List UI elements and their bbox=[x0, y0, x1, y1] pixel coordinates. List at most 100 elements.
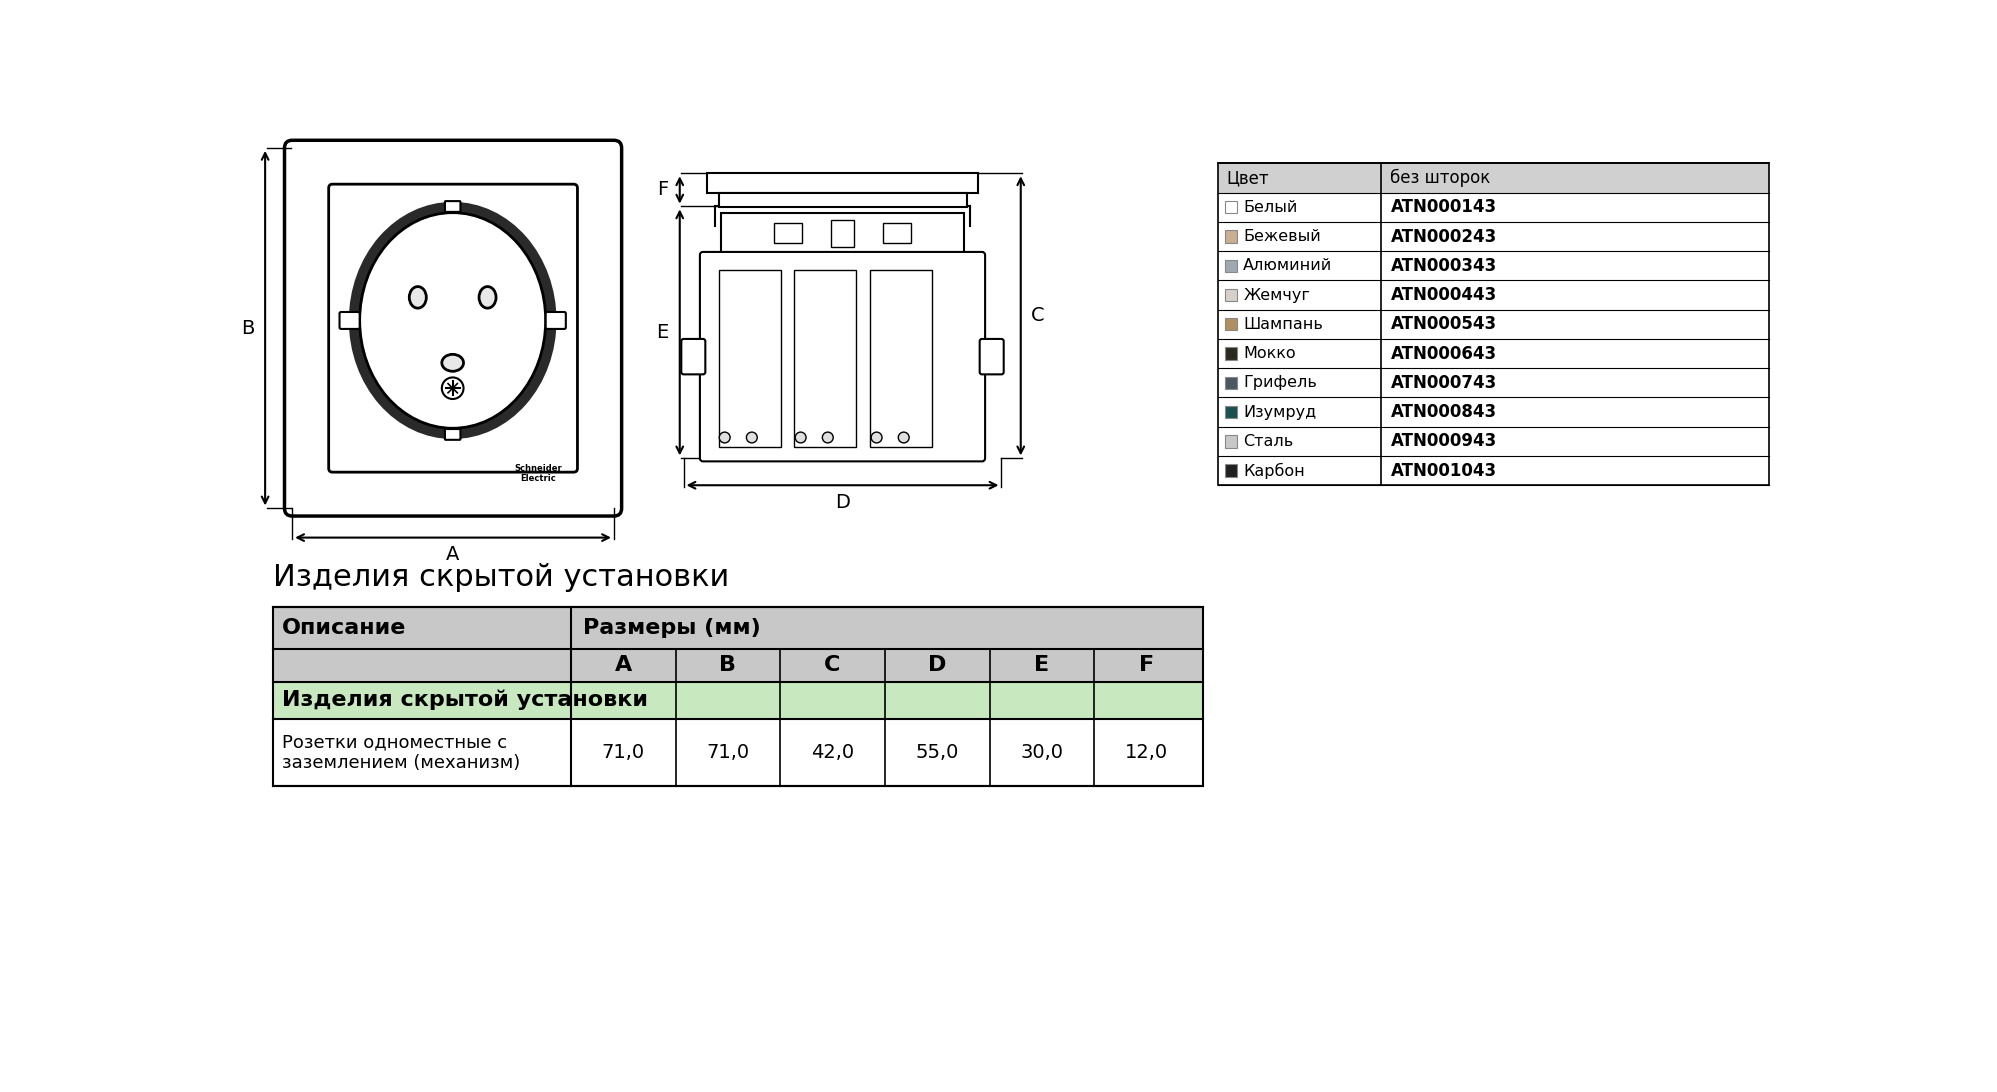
Ellipse shape bbox=[349, 202, 557, 439]
Text: Розетки одноместные с
заземлением (механизм): Розетки одноместные с заземлением (механ… bbox=[282, 733, 521, 772]
Ellipse shape bbox=[359, 213, 545, 428]
Bar bbox=[1224, 201, 1236, 213]
Bar bbox=[795, 271, 857, 447]
Bar bbox=[721, 213, 965, 256]
Text: E: E bbox=[657, 322, 669, 342]
Text: Цвет: Цвет bbox=[1226, 169, 1268, 187]
FancyBboxPatch shape bbox=[330, 185, 577, 472]
Bar bbox=[707, 174, 979, 192]
Bar bbox=[719, 271, 781, 447]
Bar bbox=[871, 271, 933, 447]
Bar bbox=[775, 224, 803, 242]
Text: ATN000243: ATN000243 bbox=[1390, 227, 1496, 246]
Bar bbox=[1218, 281, 1769, 310]
Text: ATN000943: ATN000943 bbox=[1390, 432, 1496, 450]
Bar bbox=[1218, 310, 1769, 339]
Bar bbox=[274, 607, 1202, 786]
FancyBboxPatch shape bbox=[681, 339, 705, 375]
Bar bbox=[274, 719, 1202, 786]
Circle shape bbox=[719, 432, 731, 443]
Text: ATN000643: ATN000643 bbox=[1390, 345, 1496, 363]
Bar bbox=[1224, 464, 1236, 477]
Text: C: C bbox=[1030, 307, 1044, 325]
Text: Бежевый: Бежевый bbox=[1244, 229, 1320, 244]
Text: Жемчуг: Жемчуг bbox=[1244, 287, 1310, 302]
Bar bbox=[1218, 339, 1769, 368]
Circle shape bbox=[871, 432, 883, 443]
Text: Карбон: Карбон bbox=[1244, 463, 1304, 478]
Circle shape bbox=[823, 432, 833, 443]
Text: C: C bbox=[825, 655, 841, 676]
Text: Описание: Описание bbox=[282, 618, 407, 638]
Text: Изделия скрытой установки: Изделия скрытой установки bbox=[274, 563, 729, 592]
Text: 12,0: 12,0 bbox=[1124, 743, 1168, 762]
Text: Размеры (мм): Размеры (мм) bbox=[583, 618, 761, 638]
Text: 71,0: 71,0 bbox=[601, 743, 645, 762]
Text: F: F bbox=[657, 180, 669, 199]
FancyBboxPatch shape bbox=[284, 140, 621, 517]
Circle shape bbox=[747, 432, 757, 443]
Bar bbox=[1224, 230, 1236, 242]
Bar bbox=[1224, 347, 1236, 359]
Bar bbox=[1218, 427, 1769, 456]
Bar bbox=[1224, 260, 1236, 272]
Bar bbox=[719, 192, 967, 206]
Text: A: A bbox=[445, 545, 459, 565]
Text: без шторок: без шторок bbox=[1390, 169, 1490, 187]
Bar bbox=[831, 221, 855, 247]
Bar bbox=[1218, 222, 1769, 251]
Bar bbox=[1224, 318, 1236, 331]
Bar bbox=[1218, 164, 1769, 485]
Ellipse shape bbox=[441, 354, 463, 371]
Bar bbox=[274, 681, 1202, 719]
Text: Изумруд: Изумруд bbox=[1244, 405, 1316, 419]
Bar bbox=[1224, 289, 1236, 301]
Text: D: D bbox=[835, 492, 851, 512]
Bar bbox=[1218, 456, 1769, 485]
Text: 55,0: 55,0 bbox=[915, 743, 959, 762]
FancyBboxPatch shape bbox=[545, 312, 565, 329]
Text: ATN000843: ATN000843 bbox=[1390, 403, 1496, 422]
Bar bbox=[1224, 436, 1236, 448]
Text: Schneider
Electric: Schneider Electric bbox=[513, 464, 561, 484]
Text: ATN001043: ATN001043 bbox=[1390, 462, 1496, 479]
Text: Шампань: Шампань bbox=[1244, 317, 1324, 332]
Text: Изделия скрытой установки: Изделия скрытой установки bbox=[282, 690, 649, 710]
Text: B: B bbox=[242, 319, 256, 337]
Text: ATN000143: ATN000143 bbox=[1390, 199, 1496, 216]
Text: ATN000343: ATN000343 bbox=[1390, 257, 1496, 275]
Text: 30,0: 30,0 bbox=[1020, 743, 1062, 762]
Bar bbox=[274, 607, 1202, 650]
Ellipse shape bbox=[409, 286, 425, 308]
Ellipse shape bbox=[479, 286, 495, 308]
Text: Грифель: Грифель bbox=[1244, 376, 1318, 390]
Text: F: F bbox=[1138, 655, 1154, 676]
FancyBboxPatch shape bbox=[699, 252, 985, 461]
Text: A: A bbox=[615, 655, 631, 676]
FancyBboxPatch shape bbox=[981, 339, 1004, 375]
Text: Белый: Белый bbox=[1244, 200, 1298, 215]
FancyBboxPatch shape bbox=[339, 312, 359, 329]
Text: E: E bbox=[1034, 655, 1048, 676]
Text: Мокко: Мокко bbox=[1244, 346, 1296, 361]
Text: 42,0: 42,0 bbox=[811, 743, 855, 762]
Text: ATN000443: ATN000443 bbox=[1390, 286, 1496, 304]
Bar bbox=[1218, 368, 1769, 397]
Bar bbox=[1218, 192, 1769, 222]
Bar bbox=[1218, 164, 1769, 192]
Text: ATN000743: ATN000743 bbox=[1390, 373, 1496, 392]
Bar bbox=[883, 224, 911, 242]
Circle shape bbox=[795, 432, 807, 443]
FancyBboxPatch shape bbox=[445, 429, 461, 440]
Bar bbox=[1218, 397, 1769, 427]
Circle shape bbox=[441, 378, 463, 399]
Text: Алюминий: Алюминий bbox=[1244, 259, 1332, 273]
Text: ATN000543: ATN000543 bbox=[1390, 316, 1496, 333]
Bar bbox=[274, 650, 1202, 681]
Bar bbox=[1218, 251, 1769, 281]
Bar bbox=[1224, 377, 1236, 389]
Text: D: D bbox=[929, 655, 947, 676]
Bar bbox=[1224, 406, 1236, 418]
Text: B: B bbox=[719, 655, 737, 676]
Circle shape bbox=[899, 432, 909, 443]
